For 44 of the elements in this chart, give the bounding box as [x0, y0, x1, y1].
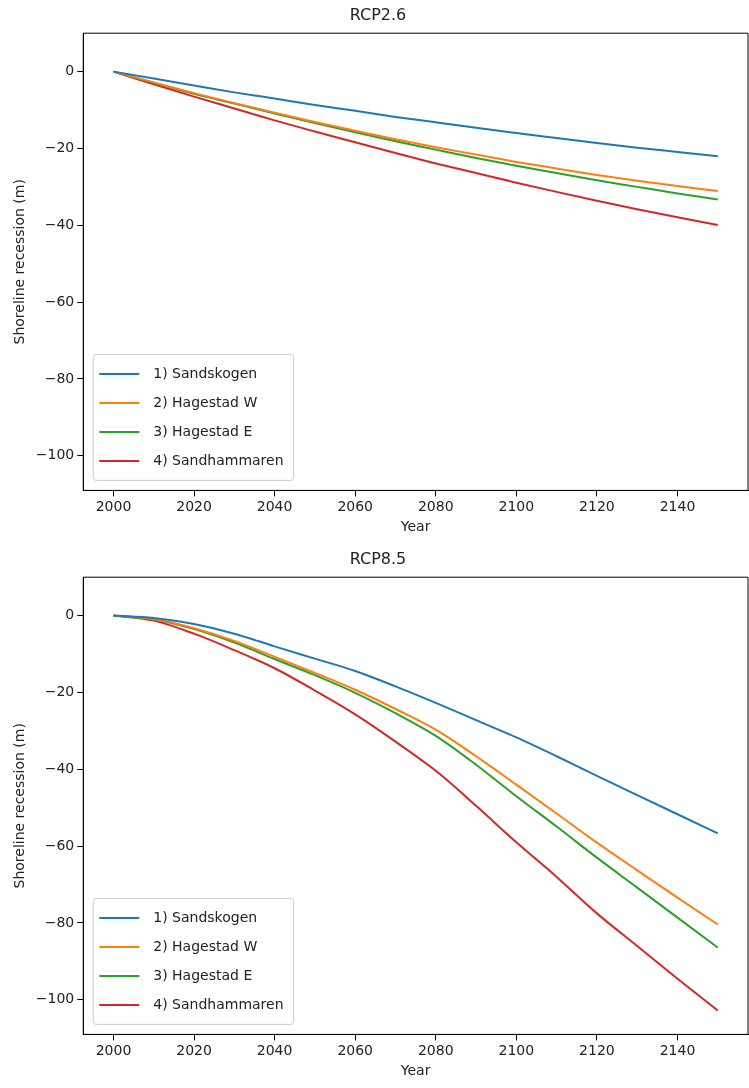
y-tick-label: −60 — [44, 836, 75, 853]
x-tick-label: 2000 — [95, 1042, 132, 1059]
y-tick-label: −20 — [44, 139, 75, 156]
y-tick-label: −80 — [44, 913, 75, 930]
x-tick-label: 2060 — [337, 498, 374, 515]
chart-title: RCP2.6 — [349, 4, 407, 24]
y-tick-label: −40 — [44, 215, 75, 232]
chart-title: RCP8.5 — [349, 548, 407, 568]
x-tick-label: 2140 — [659, 498, 696, 515]
x-tick-label: 2040 — [256, 1042, 293, 1059]
line-series — [112, 70, 719, 158]
y-tick-label: 0 — [65, 606, 75, 623]
legend-label: 3) Hagestad E — [153, 966, 253, 983]
line-series — [112, 614, 719, 835]
y-axis-title: Shoreline recession (m) — [11, 723, 28, 889]
legend-label: 2) Hagestad W — [153, 937, 258, 954]
legend-label: 2) Hagestad W — [153, 393, 258, 410]
legend-label: 4) Sandhammaren — [153, 451, 284, 468]
legend-label: 3) Hagestad E — [153, 422, 253, 439]
y-tick-label: −100 — [35, 446, 75, 463]
legend-label: 1) Sandskogen — [153, 364, 258, 381]
x-tick-label: 2080 — [417, 498, 454, 515]
x-tick-label: 2080 — [417, 1042, 454, 1059]
x-tick-label: 2060 — [337, 1042, 374, 1059]
legend-label: 1) Sandskogen — [153, 908, 258, 925]
x-tick-label: 2120 — [579, 498, 615, 515]
y-tick-label: −40 — [44, 759, 75, 776]
y-axis-title: Shoreline recession (m) — [11, 179, 28, 345]
y-tick-label: 0 — [65, 62, 75, 79]
y-tick-label: −60 — [44, 292, 75, 309]
x-tick-label: 2040 — [256, 498, 293, 515]
x-tick-label: 2000 — [95, 498, 132, 515]
x-tick-label: 2120 — [579, 1042, 615, 1059]
y-tick-label: −100 — [35, 990, 75, 1007]
x-tick-label: 2140 — [659, 1042, 696, 1059]
x-axis-title: Year — [399, 518, 431, 535]
x-axis-title: Year — [399, 1062, 431, 1079]
y-tick-label: −80 — [44, 369, 75, 386]
legend-label: 4) Sandhammaren — [153, 995, 284, 1012]
x-tick-label: 2020 — [176, 1042, 212, 1059]
x-tick-label: 2100 — [498, 1042, 535, 1059]
x-tick-label: 2020 — [176, 498, 212, 515]
x-tick-label: 2100 — [498, 498, 535, 515]
y-tick-label: −20 — [44, 683, 75, 700]
